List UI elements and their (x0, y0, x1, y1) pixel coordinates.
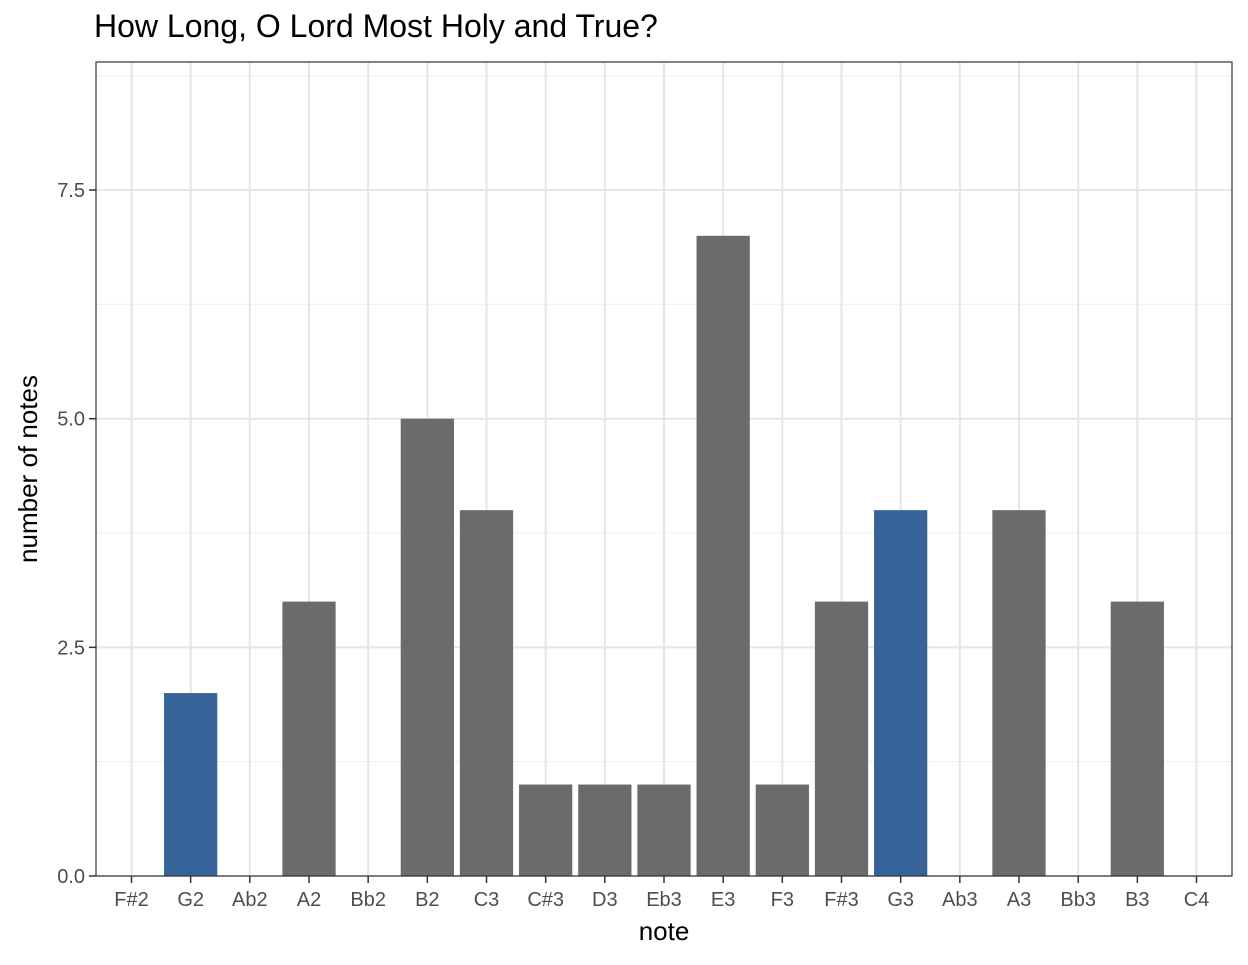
x-tick-label: B2 (415, 889, 439, 911)
bar-b3 (1110, 601, 1164, 876)
x-tick-label: F3 (771, 889, 794, 911)
x-tick-label: Bb2 (350, 889, 386, 911)
bar-b2 (400, 418, 454, 876)
bar-c3 (459, 510, 514, 876)
bar-g2 (164, 693, 218, 876)
x-tick-label: Bb3 (1060, 889, 1096, 911)
x-tick-label: Eb3 (646, 889, 682, 911)
y-tick-label: 7.5 (57, 180, 85, 202)
x-tick-label: F#2 (114, 889, 148, 911)
x-tick-label: Ab2 (232, 889, 268, 911)
y-axis-title: number of notes (13, 375, 43, 563)
y-tick-label: 2.5 (57, 637, 85, 659)
x-tick-label: C#3 (527, 889, 564, 911)
x-tick-label: A3 (1007, 889, 1031, 911)
y-tick-label: 5.0 (57, 409, 85, 431)
bar-csharp3 (519, 784, 573, 876)
x-tick-label: E3 (711, 889, 735, 911)
x-tick-label: C3 (474, 889, 500, 911)
bar-fsharp3 (814, 601, 869, 876)
bar-eb3 (637, 784, 691, 876)
x-tick-label: F#3 (824, 889, 858, 911)
chart-title: How Long, O Lord Most Holy and True? (94, 8, 658, 44)
x-tick-label: G3 (887, 889, 914, 911)
bar-g3 (874, 510, 928, 876)
bar-a2 (282, 601, 336, 876)
bar-f3 (755, 784, 809, 876)
x-tick-label: D3 (592, 889, 618, 911)
x-tick-label: G2 (177, 889, 204, 911)
x-tick-label: B3 (1125, 889, 1149, 911)
x-axis-title: note (639, 916, 690, 946)
bar-e3 (696, 235, 750, 877)
bar-d3 (578, 784, 632, 876)
bar-a3 (992, 510, 1046, 876)
x-tick-label: A2 (297, 889, 321, 911)
x-tick-label: Ab3 (942, 889, 978, 911)
y-tick-label: 0.0 (57, 866, 85, 888)
x-tick-label: C4 (1184, 889, 1210, 911)
